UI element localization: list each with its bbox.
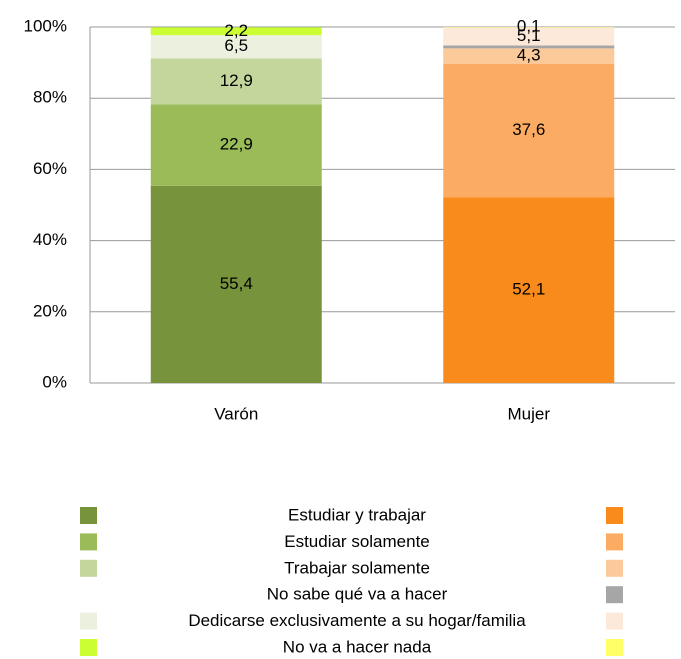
data-label: 37,6	[512, 120, 545, 139]
legend-swatch	[606, 559, 623, 577]
y-tick-label: 20%	[33, 301, 67, 320]
data-label: 4,3	[517, 45, 541, 64]
legend-label: Estudiar solamente	[284, 532, 430, 551]
bar-segment	[443, 27, 615, 46]
y-tick-label: 100%	[24, 16, 67, 35]
data-label: 52,1	[512, 280, 545, 299]
data-label: 6,5	[224, 36, 248, 55]
legend-swatch	[80, 612, 97, 630]
legend-swatch	[606, 612, 623, 630]
bar-segment	[150, 35, 322, 59]
legend-swatch	[80, 533, 97, 551]
legend-label: No sabe qué va a hacer	[267, 585, 448, 604]
bar-segment	[443, 63, 615, 198]
legend-swatch	[606, 533, 623, 551]
data-label: 0,1	[517, 17, 541, 36]
legend-label: Trabajar solamente	[284, 558, 430, 577]
y-tick-label: 40%	[33, 230, 67, 249]
legend-label: Estudiar y trabajar	[288, 505, 426, 524]
bar-segment	[443, 48, 615, 64]
bar-segment	[150, 58, 322, 105]
y-tick-label: 60%	[33, 159, 67, 178]
data-label: 5,1	[517, 26, 541, 45]
legend-swatch	[606, 507, 623, 524]
data-label: 2,2	[224, 21, 248, 40]
x-tick-label: Mujer	[507, 404, 550, 423]
y-tick-label: 0%	[42, 372, 67, 391]
legend-label: No va a hacer nada	[283, 637, 432, 656]
data-label: 22,9	[220, 134, 253, 153]
bar-segment	[150, 104, 322, 186]
legend-swatch	[80, 559, 97, 577]
bar-segment	[150, 185, 322, 383]
legend-swatch	[80, 507, 97, 524]
data-label: 55,4	[220, 274, 253, 293]
legend-label: Dedicarse exclusivamente a su hogar/fami…	[188, 611, 526, 630]
data-label: 12,9	[220, 71, 253, 90]
y-tick-label: 80%	[33, 88, 67, 107]
bar-segment	[150, 27, 322, 36]
legend-swatch	[606, 586, 623, 604]
legend-swatch	[80, 639, 97, 656]
bar-segment	[443, 197, 615, 383]
bar-segment	[443, 45, 615, 49]
legend-swatch	[606, 639, 623, 656]
x-tick-label: Varón	[214, 404, 258, 423]
